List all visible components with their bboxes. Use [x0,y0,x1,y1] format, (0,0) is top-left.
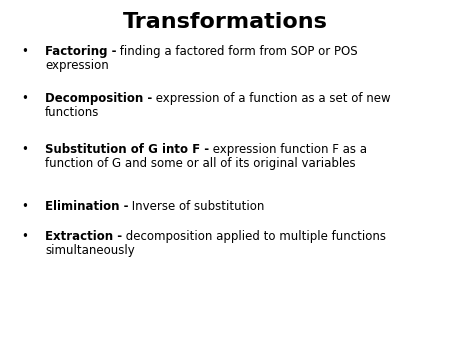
Text: Substitution of G into F -: Substitution of G into F - [45,143,209,156]
Text: expression: expression [45,59,109,72]
Text: expression function F as a: expression function F as a [209,143,367,156]
Text: KU College of Engineering
Elec 204: Digital Systems Design: KU College of Engineering Elec 204: Digi… [261,303,423,327]
Text: Transformations: Transformations [122,12,328,32]
Text: •: • [21,92,28,105]
Text: function of G and some or all of its original variables: function of G and some or all of its ori… [45,158,356,170]
Text: simultaneously: simultaneously [45,244,135,257]
Text: Decomposition -: Decomposition - [45,92,152,105]
Text: •: • [21,200,28,213]
Text: Substitution of G into F -: Substitution of G into F - [45,143,209,156]
Text: Factoring -: Factoring - [45,45,117,58]
Text: •: • [21,45,28,58]
Text: Extraction -: Extraction - [45,230,122,242]
Text: decomposition applied to multiple functions: decomposition applied to multiple functi… [122,230,386,242]
Text: •: • [21,143,28,156]
Text: functions: functions [45,106,99,119]
Text: Elimination -: Elimination - [45,200,129,213]
Text: Factoring -: Factoring - [45,45,117,58]
Text: expression of a function as a set of new: expression of a function as a set of new [152,92,391,105]
Text: Extraction -: Extraction - [45,230,122,242]
Text: finding a factored form from SOP or POS: finding a factored form from SOP or POS [117,45,358,58]
Text: Lecture 7: Lecture 7 [14,309,72,322]
Text: •: • [21,230,28,242]
Text: Decomposition -: Decomposition - [45,92,152,105]
Text: Inverse of substitution: Inverse of substitution [129,200,265,213]
